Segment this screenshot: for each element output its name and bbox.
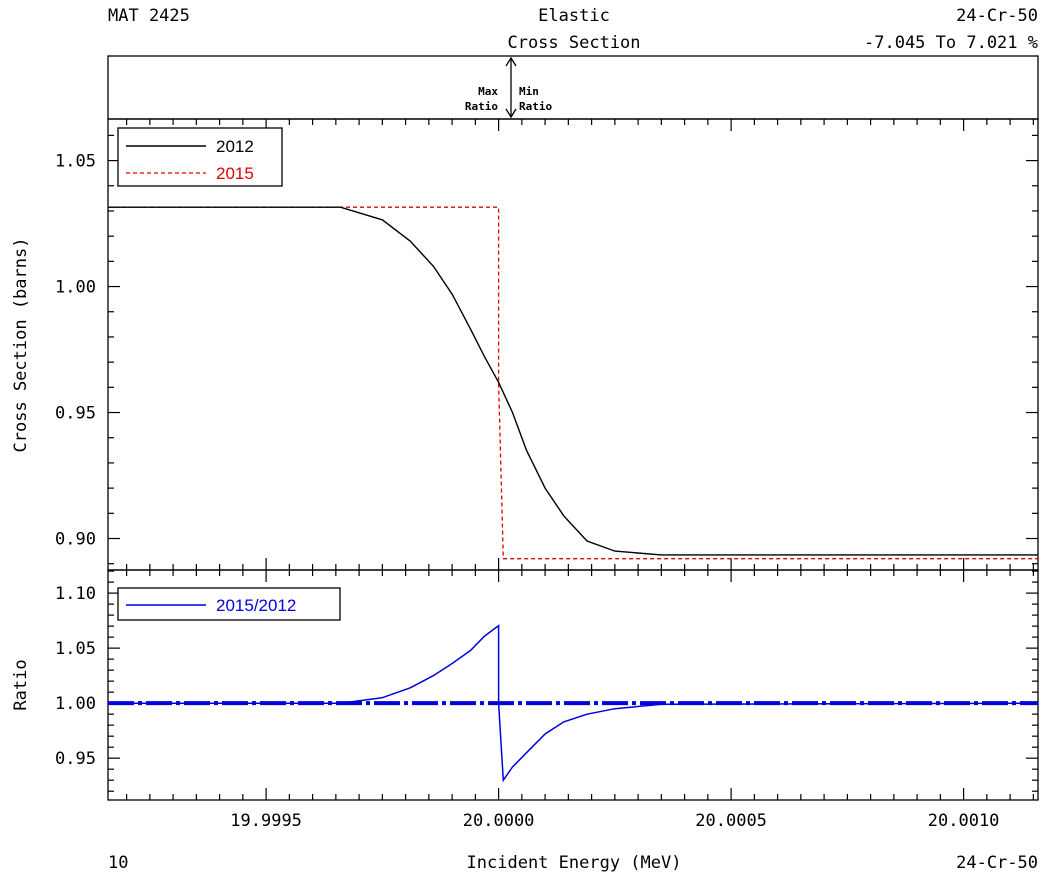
max-ratio-label-1: Max — [478, 85, 498, 98]
x-tick-label: 19.9995 — [230, 811, 302, 831]
min-ratio-label-1: Min — [519, 85, 539, 98]
ratio-strip-box — [107, 55, 1039, 120]
ratio-strip-arrow-up-icon — [505, 56, 517, 67]
header-center-line2: Cross Section — [507, 33, 640, 53]
x-tick-labels: 19.9995 20.0000 20.0005 20.0010 — [230, 811, 999, 831]
legend-label-ratio: 2015/2012 — [216, 596, 296, 615]
ratio-legend: 2015/2012 — [117, 587, 341, 621]
ratio-legend-box — [117, 587, 341, 621]
y-tick-labels: 0.90 0.95 1.00 1.05 0.95 1.00 1.05 1.10 — [55, 152, 96, 770]
ratio-plot-frame — [107, 569, 1039, 801]
y-axis-label-cross-section: Cross Section (barns) — [11, 238, 31, 453]
header-left: MAT 2425 — [108, 6, 190, 26]
x-tick-label: 20.0000 — [463, 811, 535, 831]
header-right-line1: 24-Cr-50 — [956, 6, 1038, 26]
x-tick-label: 20.0005 — [695, 811, 767, 831]
header-right-line2: -7.045 To 7.021 % — [864, 33, 1038, 53]
legend-label-2012: 2012 — [216, 137, 254, 156]
header-center-line1: Elastic — [538, 6, 610, 26]
legend-label-2015: 2015 — [216, 164, 254, 183]
y-axis-label-ratio: Ratio — [11, 659, 31, 710]
axis-ticks — [108, 119, 1038, 800]
series-lines — [108, 206, 1039, 783]
ratio-y-tick-label: 1.05 — [55, 639, 96, 659]
footer-center: Incident Energy (MeV) — [467, 853, 682, 873]
footer-left: 10 — [108, 853, 128, 873]
ratio-strip-arrow-down-icon — [505, 108, 517, 119]
cross-section-legend-box — [117, 127, 283, 187]
x-tick-label: 20.0010 — [928, 811, 1000, 831]
ratio-y-tick-label: 0.95 — [55, 749, 96, 769]
cs-y-tick-label: 0.95 — [55, 404, 96, 424]
ratio-y-tick-label: 1.00 — [55, 694, 96, 714]
cs-y-tick-label: 1.00 — [55, 278, 96, 298]
ratio-y-tick-label: 1.10 — [55, 584, 96, 604]
max-ratio-label-2: Ratio — [465, 100, 498, 113]
cross-section-legend: 2012 2015 — [117, 127, 283, 187]
cs-y-tick-label: 0.90 — [55, 530, 96, 550]
footer-right: 24-Cr-50 — [956, 853, 1038, 873]
series-ratio-line — [108, 624, 1039, 783]
cs-y-tick-label: 1.05 — [55, 152, 96, 172]
series-2012-line — [108, 206, 1038, 556]
min-ratio-label-2: Ratio — [519, 100, 552, 113]
series-2015-line — [108, 206, 1038, 560]
